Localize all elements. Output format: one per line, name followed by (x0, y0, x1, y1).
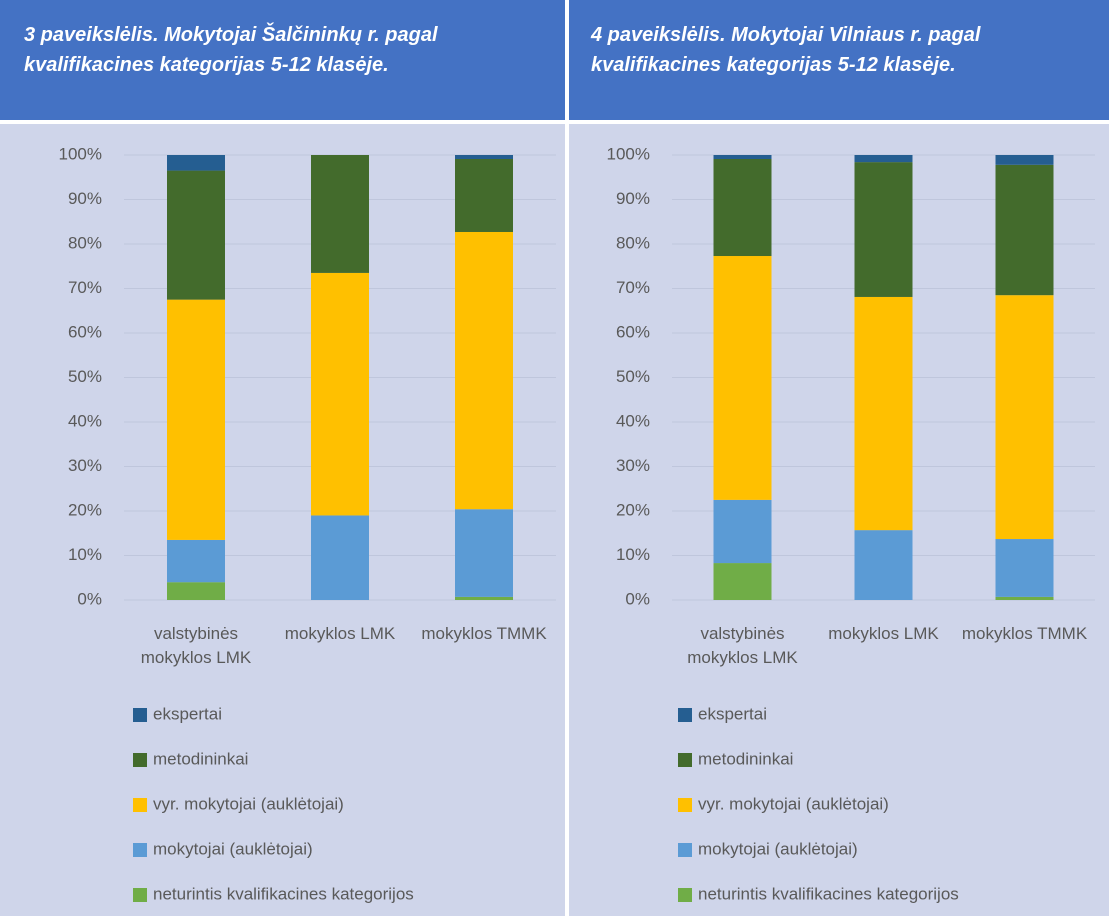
header-cell (569, 0, 1109, 120)
x-tick-label: mokyklos LMK (828, 624, 939, 643)
x-tick-label: mokyklos TMMK (421, 624, 547, 643)
x-tick-label: mokyklos LMK (284, 624, 396, 643)
y-tick-label: 50% (68, 367, 102, 386)
legend-swatch (678, 798, 692, 812)
chart-title: 3 paveikslėlis. Mokytojai Šalčininkų r. … (24, 24, 438, 76)
bar-segment (167, 155, 225, 171)
y-tick-label: 60% (68, 322, 102, 341)
y-tick-label: 60% (616, 322, 650, 341)
bar-segment (854, 530, 913, 600)
x-tick-label: mokyklos TMMK (961, 624, 1088, 643)
bar-segment (167, 170, 225, 300)
legend-swatch (678, 708, 692, 722)
y-tick-label: 0% (625, 589, 650, 608)
bar-segment (311, 155, 369, 273)
legend-label: mokytojai (auklėtojai) (153, 839, 313, 858)
bar-segment (854, 155, 913, 163)
legend-label: ekspertai (698, 704, 767, 723)
legend-label: neturintis kvalifikacines kategorijos (153, 884, 414, 903)
x-tick-label: valstybinės mokyklos LMK (140, 624, 252, 667)
y-tick-label: 100% (59, 144, 102, 163)
legend-swatch (133, 843, 147, 857)
y-tick-label: 80% (616, 233, 650, 252)
bar-segment (455, 596, 513, 600)
chart-title: 4 paveikslėlis. Mokytojai Vilniaus r. pa… (591, 24, 981, 76)
legend-label: neturintis kvalifikacines kategorijos (698, 884, 959, 903)
x-tick-label: valstybinės mokyklos LMK (687, 624, 798, 667)
legend-swatch (133, 888, 147, 902)
bar-segment (167, 299, 225, 540)
bar-segment (167, 582, 225, 600)
bar-segment (995, 295, 1054, 540)
legend-swatch (678, 843, 692, 857)
bar-segment (995, 539, 1054, 597)
y-tick-label: 90% (68, 189, 102, 208)
y-tick-label: 0% (77, 589, 102, 608)
legend-label: vyr. mokytojai (auklėtojai) (698, 794, 889, 813)
legend-label: metodininkai (698, 749, 793, 768)
bar-segment (713, 563, 772, 600)
legend-label: ekspertai (153, 704, 222, 723)
bar-segment (854, 296, 913, 531)
bar-segment (455, 159, 513, 232)
y-tick-label: 20% (68, 500, 102, 519)
y-tick-label: 30% (616, 456, 650, 475)
bar-segment (995, 155, 1054, 165)
bar-segment (455, 509, 513, 597)
y-tick-label: 90% (616, 189, 650, 208)
legend-swatch (678, 753, 692, 767)
bar-segment (311, 272, 369, 516)
header-cell (0, 0, 565, 120)
bar-segment (854, 162, 913, 297)
bar-segment (167, 539, 225, 583)
bar-segment (995, 596, 1054, 600)
legend-swatch (133, 708, 147, 722)
legend-swatch (133, 798, 147, 812)
y-tick-label: 50% (616, 367, 650, 386)
bar-segment (713, 155, 772, 160)
legend-swatch (133, 753, 147, 767)
bar-segment (455, 155, 513, 160)
bar-segment (713, 256, 772, 500)
legend-label: vyr. mokytojai (auklėtojai) (153, 794, 344, 813)
y-tick-label: 40% (616, 411, 650, 430)
bar-segment (995, 164, 1054, 296)
y-tick-label: 70% (68, 278, 102, 297)
bar-segment (311, 515, 369, 600)
y-tick-label: 70% (616, 278, 650, 297)
legend-swatch (678, 888, 692, 902)
y-tick-label: 10% (68, 545, 102, 564)
y-tick-label: 80% (68, 233, 102, 252)
legend-label: mokytojai (auklėtojai) (698, 839, 858, 858)
bar-segment (713, 159, 772, 257)
y-tick-label: 100% (607, 144, 650, 163)
y-tick-label: 10% (616, 545, 650, 564)
y-tick-label: 20% (616, 500, 650, 519)
bar-segment (455, 231, 513, 510)
y-tick-label: 40% (68, 411, 102, 430)
legend-label: metodininkai (153, 749, 248, 768)
y-tick-label: 30% (68, 456, 102, 475)
bar-segment (713, 499, 772, 564)
